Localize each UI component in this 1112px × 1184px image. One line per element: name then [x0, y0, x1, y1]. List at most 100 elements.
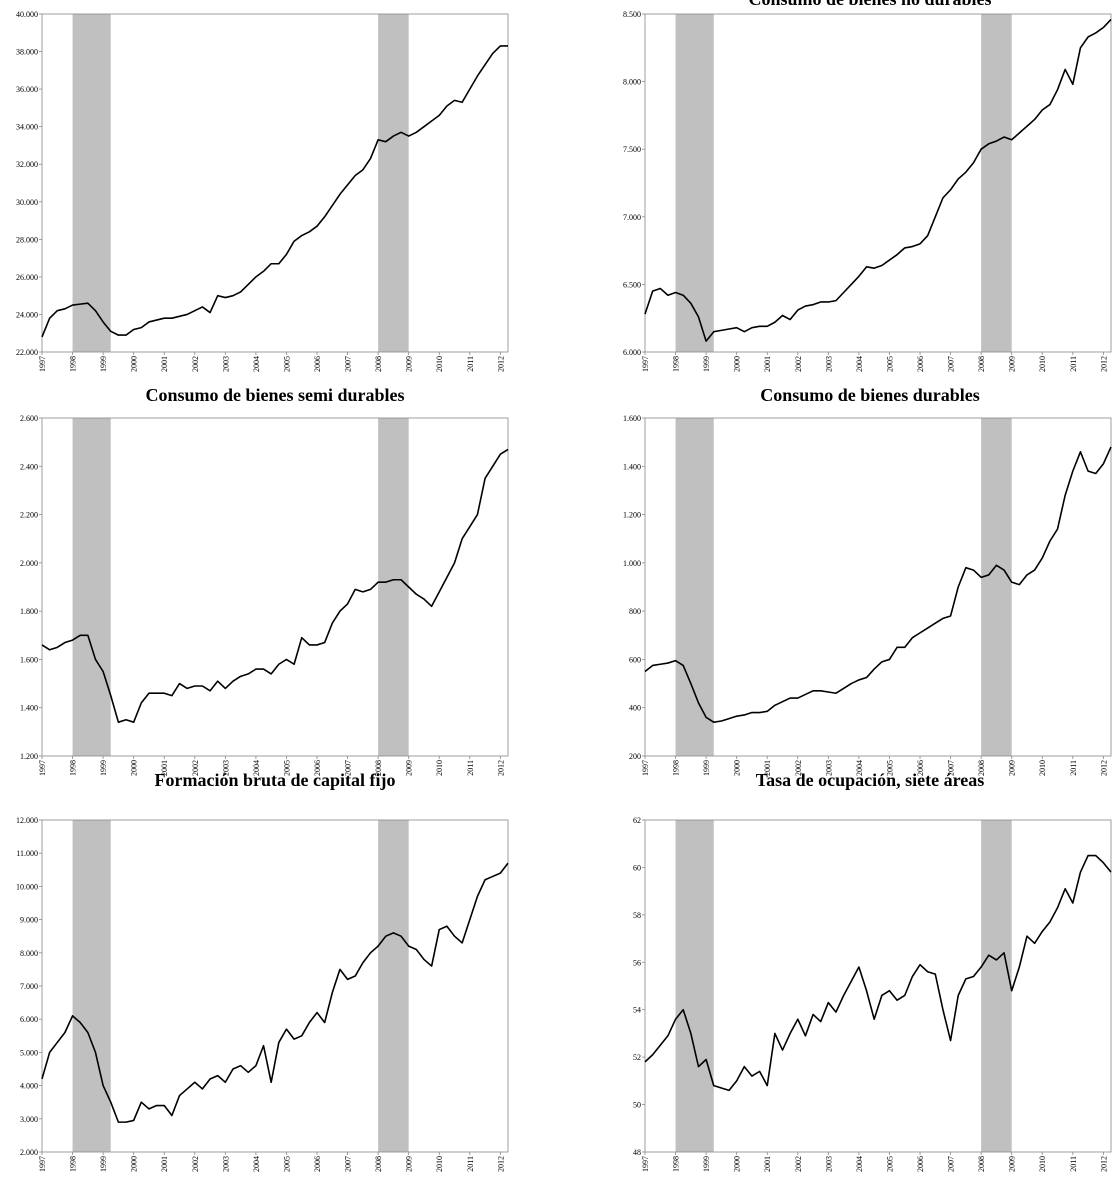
- x-tick-label: 2012: [496, 356, 505, 372]
- x-tick-label: 1999: [99, 760, 108, 776]
- y-tick-label: 26.000: [16, 273, 38, 282]
- x-tick-label: 2006: [916, 1156, 925, 1172]
- recession-band: [72, 418, 111, 756]
- x-tick-label: 2008: [977, 760, 986, 776]
- x-tick-label: 1997: [38, 760, 47, 776]
- x-tick-label: 2002: [794, 356, 803, 372]
- x-tick-label: 2005: [282, 356, 291, 372]
- x-tick-label: 1999: [702, 356, 711, 372]
- y-tick-label: 40.000: [16, 10, 38, 19]
- y-tick-label: 10.000: [16, 882, 38, 891]
- x-tick-label: 2004: [855, 760, 864, 776]
- y-tick-label: 8.000: [20, 949, 38, 958]
- x-tick-label: 2004: [855, 1156, 864, 1172]
- x-tick-label: 2005: [282, 760, 291, 776]
- series-line: [41, 448, 509, 723]
- x-tick-label: 2001: [160, 1156, 169, 1172]
- x-tick-label: 2011: [466, 356, 475, 372]
- x-tick-label: 2006: [313, 1156, 322, 1172]
- panel: 200 400 600 800 1.000 1.200 1.400 1.600 1997 1998…: [623, 385, 1112, 776]
- chart-title: Consumo de bienes durables: [760, 385, 980, 405]
- y-tick-label: 2.400: [20, 462, 38, 471]
- x-tick-label: 2001: [763, 1156, 772, 1172]
- x-tick-label: 1999: [702, 1156, 711, 1172]
- x-tick-label: 1998: [69, 1156, 78, 1172]
- recession-band: [675, 820, 714, 1152]
- x-tick-label: 1998: [672, 1156, 681, 1172]
- chart-title: Formación bruta de capital fijo: [155, 770, 396, 790]
- x-tick-label: 1999: [99, 1156, 108, 1172]
- x-tick-label: 2000: [733, 356, 742, 372]
- y-tick-label: 12.000: [16, 816, 38, 825]
- x-tick-label: 2005: [282, 1156, 291, 1172]
- panel: 22.000 24.000 26.000 28.000 30.000 32.000 34.0…: [16, 10, 509, 372]
- x-tick-label: 2008: [374, 356, 383, 372]
- y-tick-label: 22.000: [16, 348, 38, 357]
- recession-band: [378, 14, 409, 352]
- x-tick-label: 2000: [130, 760, 139, 776]
- x-tick-label: 2009: [405, 760, 414, 776]
- y-tick-label: 30.000: [16, 198, 38, 207]
- x-tick-label: 2002: [191, 1156, 200, 1172]
- y-tick-label: 1.400: [20, 704, 38, 713]
- y-tick-label: 32.000: [16, 160, 38, 169]
- x-tick-label: 2000: [733, 760, 742, 776]
- y-tick-label: 7.000: [623, 213, 641, 222]
- y-tick-label: 9.000: [20, 916, 38, 925]
- x-tick-label: 1997: [38, 356, 47, 372]
- x-tick-label: 2004: [855, 356, 864, 372]
- y-tick-label: 5.000: [20, 1048, 38, 1057]
- x-tick-label: 2001: [160, 760, 169, 776]
- x-tick-label: 2010: [1038, 1156, 1047, 1172]
- y-tick-label: 1.800: [20, 607, 38, 616]
- chart-title: Tasa de ocupación, siete áreas: [756, 770, 985, 790]
- x-tick-label: 2011: [466, 1156, 475, 1172]
- y-tick-label: 11.000: [16, 849, 38, 858]
- x-tick-label: 2012: [1099, 1156, 1108, 1172]
- x-tick-label: 2001: [763, 760, 772, 776]
- x-tick-label: 2005: [885, 356, 894, 372]
- plot-frame: [41, 13, 509, 353]
- x-tick-label: 1997: [641, 1156, 650, 1172]
- y-tick-label: 52: [633, 1053, 641, 1062]
- y-tick-label: 2.000: [20, 1148, 38, 1157]
- x-tick-label: 2009: [1008, 356, 1017, 372]
- x-tick-label: 2011: [466, 760, 475, 776]
- panel: 1.200 1.400 1.600 1.800 2.000 2.200 2.400 2.600…: [20, 385, 509, 776]
- y-tick-label: 38.000: [16, 48, 38, 57]
- series-line: [41, 862, 509, 1123]
- x-tick-label: 2004: [252, 356, 261, 372]
- chart-title: Consumo de bienes semi durables: [145, 385, 404, 405]
- y-tick-label: 3.000: [20, 1115, 38, 1124]
- x-tick-label: 2002: [191, 760, 200, 776]
- x-tick-label: 1998: [672, 760, 681, 776]
- recession-band: [378, 418, 409, 756]
- x-tick-label: 2006: [313, 760, 322, 776]
- plot-frame: [41, 819, 509, 1153]
- x-tick-label: 2007: [947, 760, 956, 776]
- recession-band: [981, 418, 1012, 756]
- y-tick-label: 62: [633, 816, 641, 825]
- x-tick-label: 2010: [435, 760, 444, 776]
- x-tick-label: 2007: [344, 760, 353, 776]
- x-tick-label: 2006: [313, 356, 322, 372]
- recession-band: [981, 820, 1012, 1152]
- x-tick-label: 1997: [641, 356, 650, 372]
- plot-frame: [644, 417, 1112, 757]
- y-tick-label: 2.000: [20, 559, 38, 568]
- x-tick-label: 2000: [733, 1156, 742, 1172]
- panel: 48 50 52 54 56 58 60 62 1997 1998 1999 2000 2001 2002…: [633, 770, 1112, 1172]
- series-line: [41, 45, 508, 338]
- y-tick-label: 800: [629, 607, 641, 616]
- x-tick-label: 2012: [1099, 760, 1108, 776]
- x-tick-label: 2007: [344, 1156, 353, 1172]
- y-tick-label: 1.200: [20, 752, 38, 761]
- y-tick-label: 54: [633, 1006, 641, 1015]
- y-tick-label: 6.000: [623, 348, 641, 357]
- y-tick-label: 28.000: [16, 235, 38, 244]
- x-tick-label: 2009: [1008, 1156, 1017, 1172]
- x-tick-label: 2010: [435, 356, 444, 372]
- plot-frame: [644, 13, 1112, 353]
- x-tick-label: 2003: [824, 356, 833, 372]
